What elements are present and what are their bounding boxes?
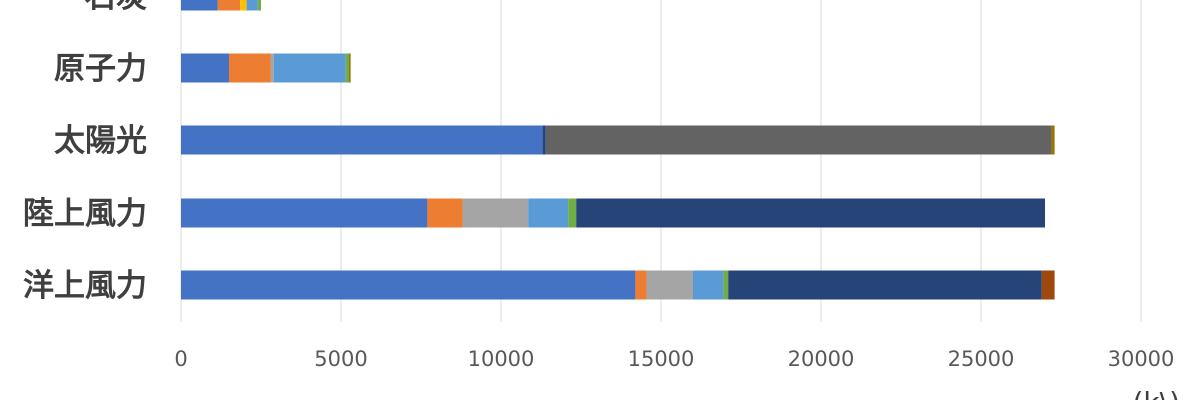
bar-segment bbox=[693, 270, 724, 300]
bar-segment bbox=[723, 270, 729, 300]
category-label: 陸上風力 bbox=[23, 196, 147, 232]
bar-segment bbox=[545, 125, 1052, 155]
bar-segment bbox=[542, 125, 546, 155]
bar-segment bbox=[240, 0, 247, 11]
bar-segment bbox=[576, 198, 1045, 228]
bar-segment bbox=[427, 198, 463, 228]
bar-segment bbox=[257, 0, 261, 11]
category-label: 原子力 bbox=[54, 51, 147, 87]
x-tick-label: 10000 bbox=[468, 347, 535, 371]
bar-segment bbox=[273, 53, 346, 83]
bar-segment bbox=[181, 125, 543, 155]
x-tick-label: 20000 bbox=[788, 347, 855, 371]
x-tick-label: 0 bbox=[174, 347, 187, 371]
bar-segment bbox=[270, 53, 274, 83]
bar-segment bbox=[635, 270, 647, 300]
x-tick-label: 5000 bbox=[314, 347, 367, 371]
bars-layer bbox=[181, 0, 1055, 300]
x-tick-label: 30000 bbox=[1108, 347, 1175, 371]
bar-segment bbox=[462, 198, 529, 228]
x-tick-label: 25000 bbox=[948, 347, 1015, 371]
bar-segment bbox=[1051, 125, 1055, 155]
bar-segment bbox=[646, 270, 693, 300]
bar-segment bbox=[181, 198, 428, 228]
category-label: 太陽光 bbox=[54, 123, 147, 159]
category-label: 洋上風力 bbox=[23, 268, 147, 304]
bar-segment bbox=[181, 0, 218, 11]
bottom-caption: (k\) bbox=[1133, 386, 1181, 400]
bar-segment bbox=[345, 53, 349, 83]
bar-segment bbox=[728, 270, 1042, 300]
bar-segment bbox=[181, 270, 636, 300]
bar-segment bbox=[568, 198, 577, 228]
bar-segment bbox=[181, 53, 229, 83]
bar-segment bbox=[229, 53, 271, 83]
bar-segment bbox=[217, 0, 241, 11]
category-labels: 石炭原子力太陽光陸上風力洋上風力 bbox=[23, 0, 147, 304]
x-axis-ticks: 0 5000 10000 15000 20000 25000 30000 bbox=[174, 347, 1174, 371]
bar-segment bbox=[1041, 270, 1055, 300]
bar-segment bbox=[246, 0, 258, 11]
bar-segment bbox=[528, 198, 569, 228]
bar-segment bbox=[349, 53, 351, 83]
x-tick-label: 15000 bbox=[628, 347, 695, 371]
category-label: 石炭 bbox=[84, 0, 147, 15]
